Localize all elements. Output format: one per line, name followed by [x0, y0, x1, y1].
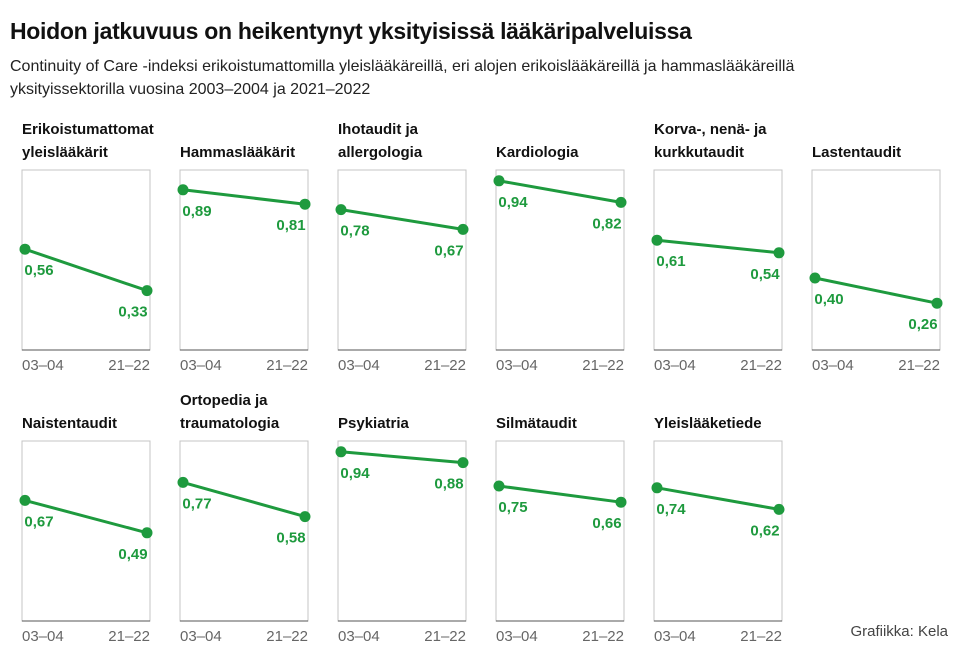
- line: [340, 450, 464, 465]
- value-label: 0,49: [118, 546, 147, 563]
- value-label: 0,88: [434, 476, 463, 493]
- point: [141, 527, 153, 539]
- line: [340, 208, 464, 231]
- line: [656, 238, 780, 255]
- value-label: 0,61: [656, 253, 685, 270]
- point: [651, 234, 663, 246]
- x-tick-label: 03–04: [180, 357, 222, 374]
- value-label: 0,26: [908, 316, 937, 333]
- point: [615, 196, 627, 208]
- line: [656, 486, 780, 511]
- point: [931, 297, 943, 309]
- value-label: 0,56: [24, 262, 53, 279]
- line: [814, 276, 938, 305]
- line: [24, 498, 148, 535]
- point: [493, 480, 505, 492]
- value-label: 0,62: [750, 522, 779, 539]
- line: [24, 247, 148, 293]
- value-label: 0,67: [24, 513, 53, 530]
- title: Hoidon jatkuvuus on heikentynyt yksityis…: [10, 18, 692, 44]
- x-tick-label: 03–04: [338, 628, 380, 645]
- x-tick-label: 21–22: [740, 628, 782, 645]
- value-label: 0,77: [182, 495, 211, 512]
- x-tick-label: 21–22: [424, 357, 466, 374]
- value-label: 0,94: [498, 194, 528, 211]
- x-tick-label: 21–22: [582, 628, 624, 645]
- x-tick-label: 03–04: [496, 628, 538, 645]
- point: [457, 223, 469, 235]
- point: [177, 184, 189, 196]
- value-label: 0,40: [814, 291, 843, 308]
- panel-frame: [337, 169, 467, 351]
- value-label: 0,33: [118, 304, 147, 321]
- point: [457, 457, 469, 469]
- value-label: 0,75: [498, 499, 527, 516]
- x-tick-label: 21–22: [108, 357, 150, 374]
- x-tick-label: 21–22: [898, 357, 940, 374]
- subtitle: Continuity of Care -indeksi erikoistumat…: [10, 58, 795, 98]
- value-label: 0,74: [656, 501, 686, 518]
- panel-title: Kardiologia: [496, 144, 579, 161]
- point: [335, 446, 347, 458]
- point: [19, 243, 31, 255]
- panel-title: Hammaslääkärit: [180, 144, 296, 161]
- panel-frame: [21, 440, 151, 622]
- value-label: 0,66: [592, 515, 621, 532]
- x-tick-label: 21–22: [108, 628, 150, 645]
- x-tick-label: 03–04: [812, 357, 854, 374]
- panel-title: Lastentaudit: [812, 144, 902, 161]
- panel-frame: [21, 169, 151, 351]
- x-tick-label: 21–22: [740, 357, 782, 374]
- point: [773, 503, 785, 515]
- x-tick-label: 03–04: [338, 357, 380, 374]
- line: [498, 484, 622, 504]
- value-label: 0,81: [276, 217, 305, 234]
- point: [493, 175, 505, 187]
- panel-title: Naistentaudit: [22, 415, 118, 432]
- point: [19, 494, 31, 506]
- x-tick-label: 03–04: [654, 357, 696, 374]
- panel-title: Ortopedia ja traumatologia: [180, 392, 280, 432]
- point: [615, 496, 627, 508]
- point: [177, 476, 189, 488]
- x-tick-label: 21–22: [266, 357, 308, 374]
- point: [335, 204, 347, 216]
- point: [809, 272, 821, 284]
- point: [773, 247, 785, 259]
- value-label: 0,67: [434, 242, 463, 259]
- value-label: 0,78: [340, 223, 369, 240]
- value-label: 0,58: [276, 530, 305, 547]
- panel-title: Korva-, nenä- ja kurkkutaudit: [654, 121, 767, 161]
- value-label: 0,82: [592, 215, 621, 232]
- x-tick-label: 03–04: [496, 357, 538, 374]
- value-label: 0,94: [340, 465, 370, 482]
- line: [182, 480, 306, 519]
- point: [299, 511, 311, 523]
- point: [141, 285, 153, 297]
- x-tick-label: 03–04: [654, 628, 696, 645]
- panel-title: Erikoistumattomat yleislääkärit: [22, 121, 154, 161]
- x-tick-label: 03–04: [22, 357, 64, 374]
- x-tick-label: 03–04: [180, 628, 222, 645]
- panel-title: Silmätaudit: [496, 415, 577, 432]
- line: [182, 188, 306, 206]
- point: [299, 198, 311, 210]
- source: Grafiikka: Kela: [850, 623, 948, 640]
- point: [651, 482, 663, 494]
- panel-title: Ihotaudit ja allergologia: [338, 121, 423, 161]
- line: [498, 179, 622, 204]
- x-tick-label: 21–22: [582, 357, 624, 374]
- panel-title: Psykiatria: [338, 415, 409, 432]
- x-tick-label: 03–04: [22, 628, 64, 645]
- x-tick-label: 21–22: [424, 628, 466, 645]
- value-label: 0,54: [750, 266, 780, 283]
- panel-title: Yleislääketiede: [654, 415, 762, 432]
- x-tick-label: 21–22: [266, 628, 308, 645]
- value-label: 0,89: [182, 203, 211, 220]
